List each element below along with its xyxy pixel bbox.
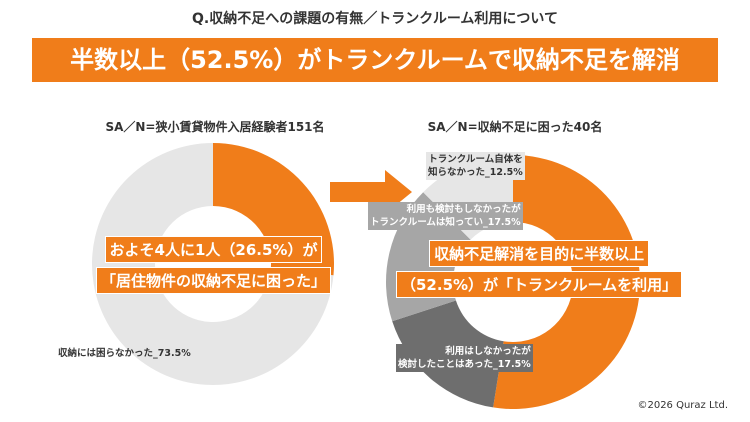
left-chart-subtitle: SA／N=狭小賃貸物件入居経験者151名 [105, 120, 325, 134]
label-didnt-know: トランクルーム自体を 知らなかった_12.5% [426, 152, 525, 180]
callout-line: 収納不足解消を目的に半数以上 [429, 240, 650, 267]
callout-line: 「居住物件の収納不足に困った」 [96, 267, 332, 294]
label-line: 検討したことはあった_17.5% [398, 359, 531, 370]
label-line: 利用はしなかったが [445, 346, 531, 357]
right-chart-subtitle: SA／N=収納不足に困った40名 [427, 120, 603, 134]
right-center-callout: 収納不足解消を目的に半数以上 （52.5%）が「トランクルームを利用」 [396, 240, 683, 298]
donut-0-slice-1 [91, 143, 334, 385]
label-line: 利用も検討もしなかったが [406, 204, 521, 215]
left-center-callout: およそ4人に1人（26.5%）が 「居住物件の収納不足に困った」 [96, 236, 332, 294]
left-label-not-troubled: 収納には困らなかった_73.5% [58, 348, 191, 359]
label-line: 知らなかった_12.5% [428, 167, 523, 178]
callout-line: （52.5%）が「トランクルームを利用」 [396, 271, 683, 298]
headline-banner: 半数以上（52.5%）がトランクルームで収納不足を解消 [32, 38, 718, 82]
callout-line: およそ4人に1人（26.5%）が [104, 236, 323, 263]
label-considered: 利用はしなかったが 検討したことはあった_17.5% [396, 344, 533, 372]
label-knew-not-considered: 利用も検討もしなかったが トランクルームは知ってい_17.5% [368, 202, 523, 230]
label-line: トランクルームは知ってい_17.5% [370, 217, 521, 228]
question-title: Q.収納不足への課題の有無／トランクルーム利用について [192, 11, 558, 27]
copyright: ©2026 Quraz Ltd. [637, 400, 728, 411]
label-line: トランクルーム自体を [428, 154, 523, 165]
